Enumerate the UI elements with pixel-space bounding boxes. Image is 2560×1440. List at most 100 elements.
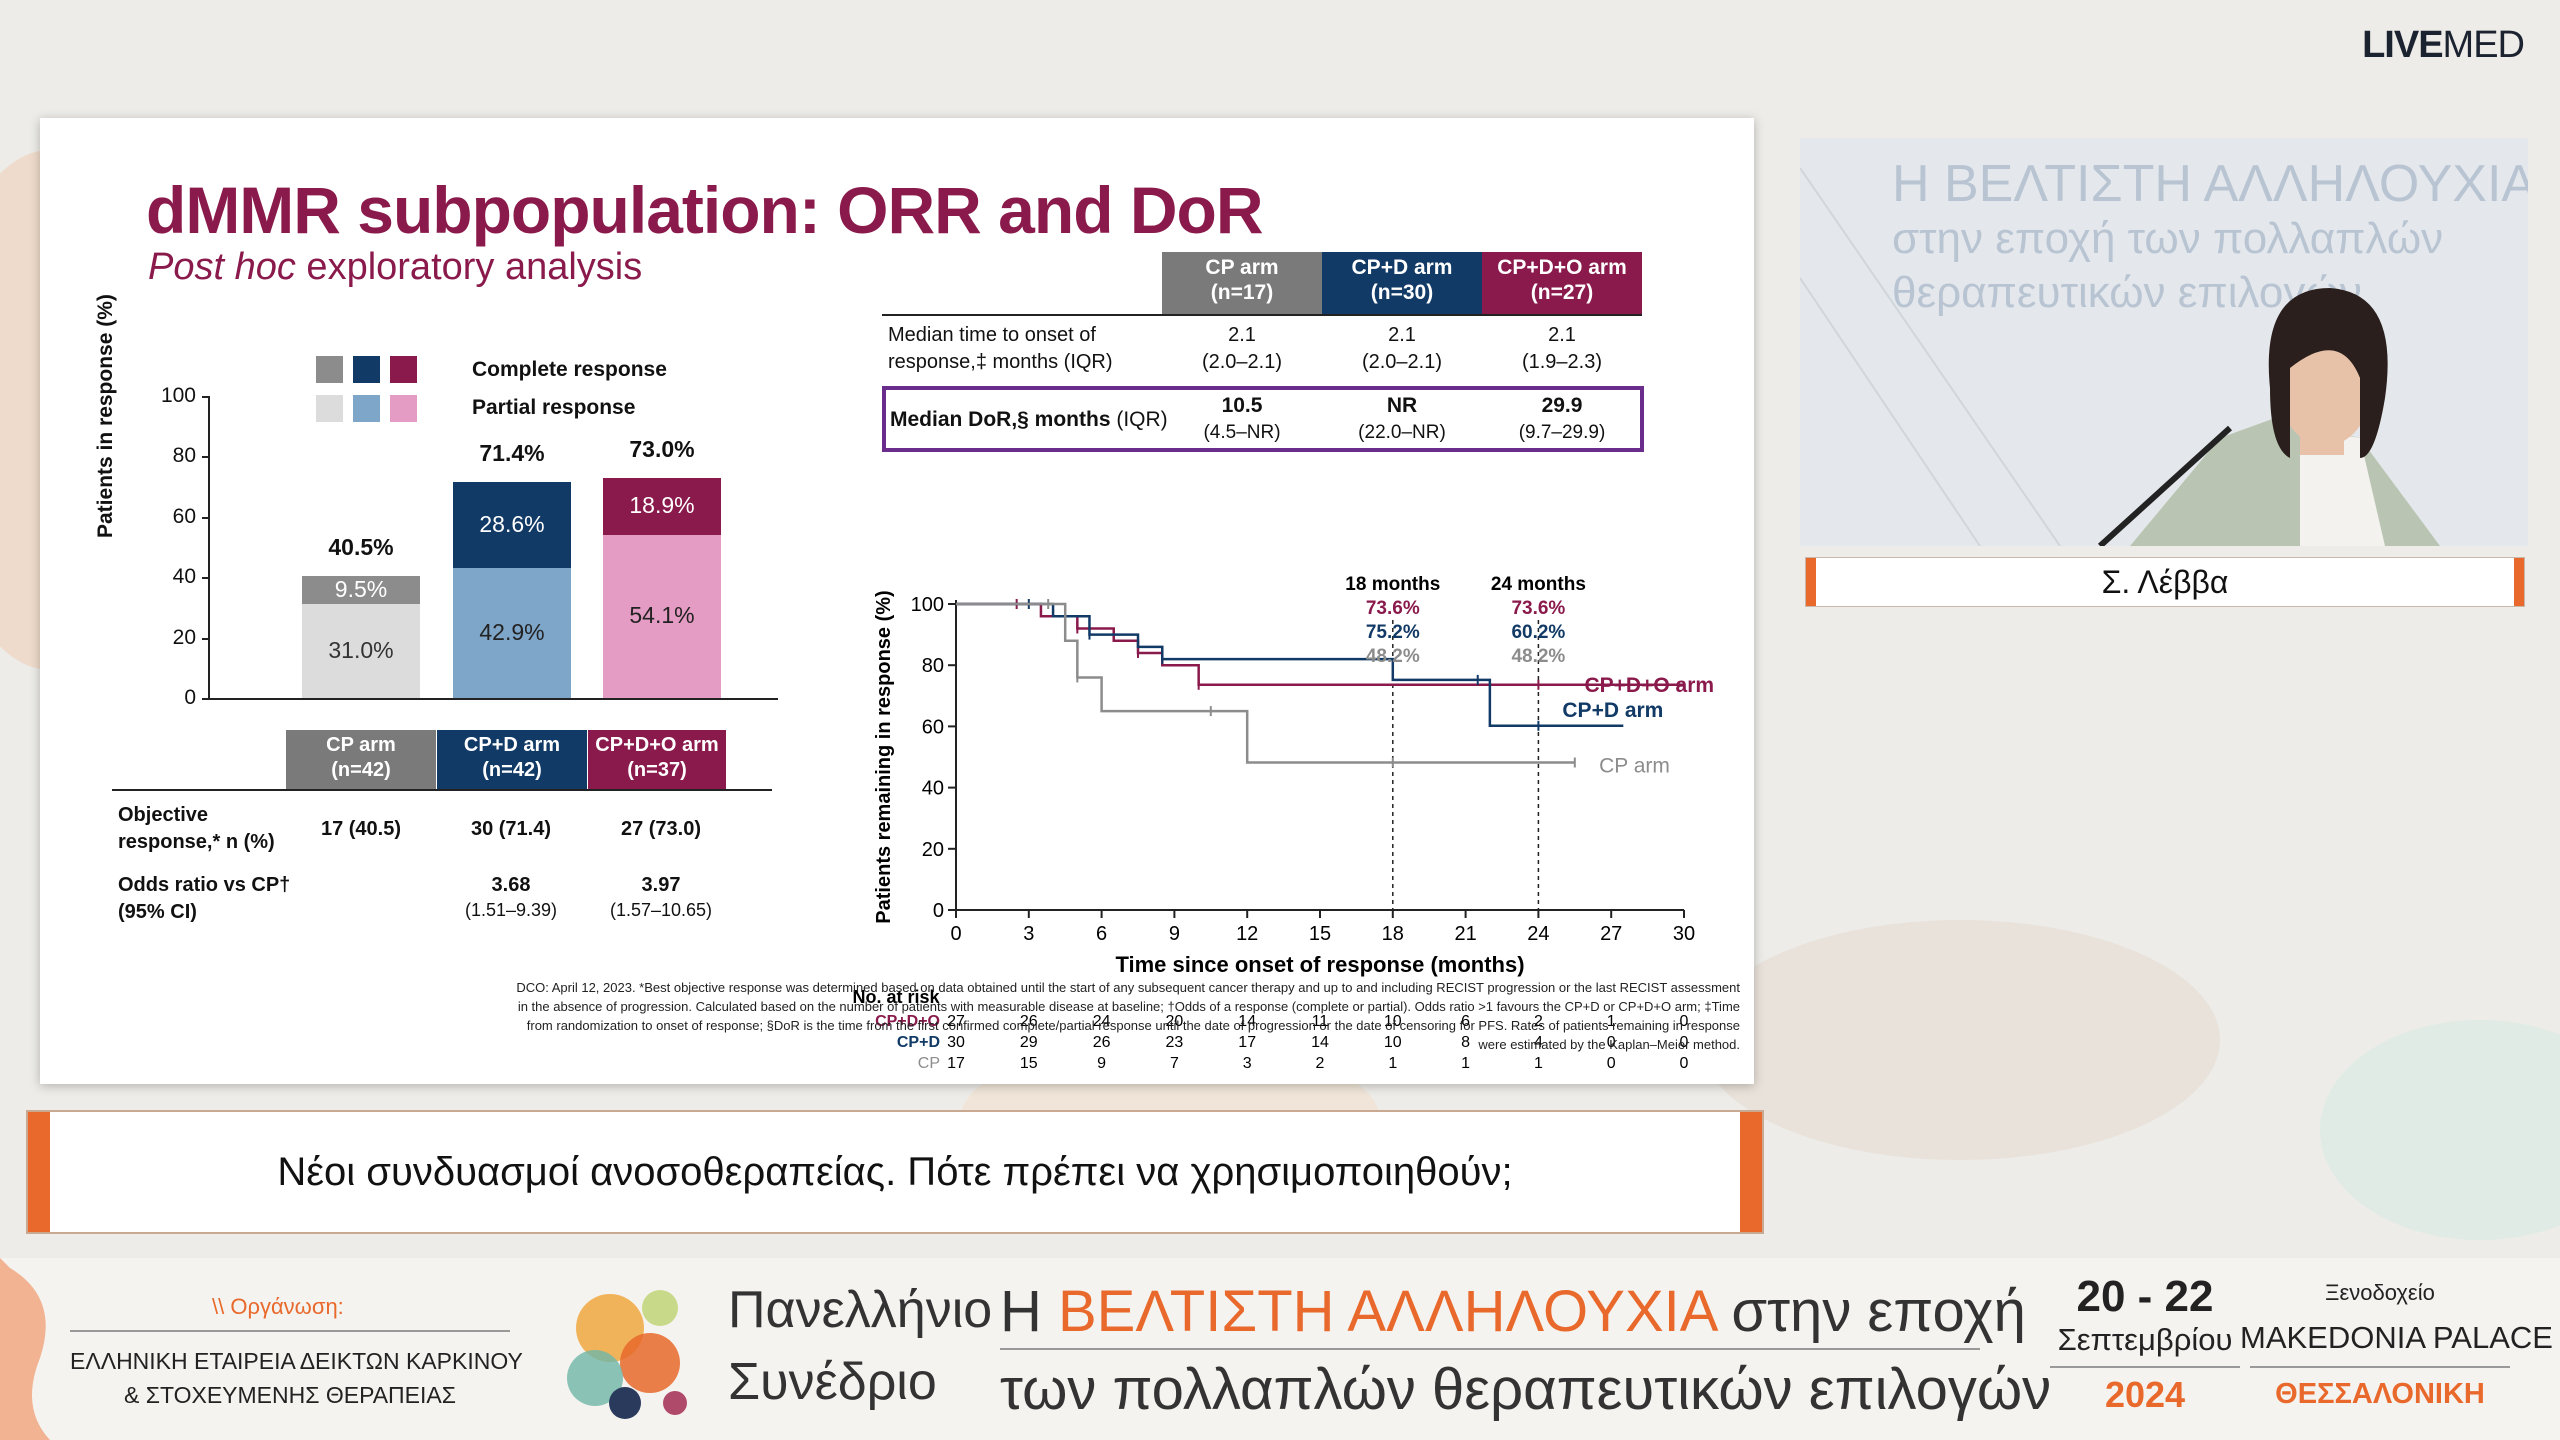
conference-dates: 20 - 22 bbox=[2076, 1272, 2214, 1321]
y-tick-label: 0 bbox=[933, 900, 944, 922]
y-tick-label: 40 bbox=[172, 565, 196, 589]
conference-type: Συνέδριο bbox=[728, 1353, 937, 1411]
at-risk-value: 1 bbox=[1461, 1055, 1470, 1068]
footnote-line: from randomization to onset of response;… bbox=[526, 1018, 1740, 1033]
dor-value: (2.0–2.1) bbox=[1361, 351, 1443, 373]
bar-partial bbox=[603, 534, 721, 698]
at-risk-value: 27 bbox=[947, 1013, 965, 1030]
series-label: CP+D arm bbox=[1562, 699, 1663, 722]
bar-value-label: 9.5% bbox=[334, 576, 388, 603]
session-caption: Νέοι συνδυασμοί ανοσοθεραπείας. Πότε πρέ… bbox=[28, 1112, 1762, 1232]
annotation-title: 18 months bbox=[1345, 574, 1440, 595]
dor-highlight-box bbox=[882, 386, 1644, 452]
dor-row-label: Median DoR,§ months (IQR) bbox=[890, 408, 1168, 432]
legend-label: Partial response bbox=[472, 396, 636, 419]
dor-header-name: CP+D+O arm bbox=[1497, 256, 1627, 279]
at-risk-arm: CP+D bbox=[897, 1034, 940, 1051]
dor-header-n: (n=30) bbox=[1370, 281, 1434, 304]
speaker-figure bbox=[1800, 167, 2440, 546]
km-curve-1 bbox=[956, 602, 1624, 728]
x-tick-label: 30 bbox=[1673, 923, 1695, 945]
at-risk-value: 0 bbox=[1607, 1034, 1616, 1051]
footnote-line: DCO: April 12, 2023. *Best objective res… bbox=[516, 980, 1740, 995]
annotation-value: 73.6% bbox=[1366, 598, 1420, 619]
at-risk-value: 14 bbox=[1238, 1013, 1256, 1030]
bar-complete bbox=[302, 575, 420, 605]
legend-swatch-complete bbox=[353, 356, 380, 383]
arm-header-name: CP arm bbox=[326, 734, 396, 756]
conference-month: Σεπτεμβρίου bbox=[2057, 1322, 2233, 1357]
bar-complete bbox=[453, 482, 571, 569]
bar-complete bbox=[603, 477, 721, 535]
at-risk-value: 17 bbox=[1238, 1034, 1256, 1051]
arm-header-n: (n=37) bbox=[627, 759, 687, 781]
series-label: CP arm bbox=[1599, 754, 1670, 777]
dor-header: CP+D arm (n=30) bbox=[1322, 252, 1482, 314]
conference-footer: \\ Οργάνωση: ΕΛΛΗΝΙΚΗ ΕΤΑΙΡΕΙΑ ΔΕΙΚΤΩΝ Κ… bbox=[0, 1258, 2560, 1440]
legend-label: Complete response bbox=[472, 358, 667, 381]
x-tick-label: 0 bbox=[950, 923, 961, 945]
at-risk-value: 8 bbox=[1461, 1034, 1470, 1051]
bar-value-label: 28.6% bbox=[479, 511, 545, 538]
divider bbox=[2250, 1366, 2510, 1368]
row-value: 3.97 bbox=[641, 874, 681, 896]
at-risk-label: No. at risk bbox=[852, 987, 940, 1007]
backdrop-text: Η ΒΕΛΤΙΣΤΗ ΑΛΛΗΛΟΥΧΙΑ bbox=[1892, 155, 2528, 213]
row-label: (95% CI) bbox=[118, 901, 197, 923]
y-tick-label: 20 bbox=[922, 839, 944, 861]
annotation-value: 73.6% bbox=[1511, 598, 1565, 619]
bar-total-label: 40.5% bbox=[328, 533, 394, 560]
annotation-value: 48.2% bbox=[1511, 646, 1565, 667]
dor-value: 2.1 bbox=[1388, 324, 1416, 346]
y-tick-label: 80 bbox=[172, 444, 196, 468]
divider bbox=[882, 314, 1642, 316]
series-label: CP+D+O arm bbox=[1585, 674, 1715, 697]
row-value: 27 (73.0) bbox=[620, 818, 702, 840]
conference-year: 2024 bbox=[2104, 1374, 2186, 1415]
divider bbox=[1000, 1348, 1980, 1350]
venue-city: ΘΕΣΣΑΛΟΝΙΚΗ bbox=[2275, 1378, 2485, 1410]
at-risk-value: 1 bbox=[1607, 1013, 1616, 1030]
organizer-label: \\ Οργάνωση: bbox=[212, 1294, 344, 1319]
presentation-slide: dMMR subpopulation: ORR and DoR Post hoc… bbox=[40, 118, 1754, 1084]
dor-value: (4.5–NR) bbox=[1203, 422, 1281, 443]
dor-table: CP arm (n=17) CP+D arm (n=30) CP+D+O arm (n=2… bbox=[40, 118, 1754, 518]
annotation-title: 24 months bbox=[1491, 574, 1586, 595]
at-risk-value: 7 bbox=[1170, 1055, 1179, 1068]
x-tick-label: 15 bbox=[1309, 923, 1331, 945]
dor-header-name: CP arm bbox=[1205, 256, 1279, 279]
x-tick-label: 21 bbox=[1454, 923, 1476, 945]
bar-total-label: 71.4% bbox=[479, 440, 545, 467]
x-tick-label: 6 bbox=[1096, 923, 1107, 945]
y-tick bbox=[202, 456, 210, 459]
dor-label-rest: (IQR) bbox=[1110, 408, 1168, 431]
row-subvalue: (1.51–9.39) bbox=[464, 900, 558, 920]
bar-value-label: 31.0% bbox=[328, 637, 394, 664]
x-tick-label: 3 bbox=[1023, 923, 1034, 945]
at-risk-arm: CP+D+O bbox=[875, 1013, 940, 1030]
footnote-line: were estimated by the Kaplan–Meier metho… bbox=[1478, 1037, 1740, 1052]
bar-partial bbox=[302, 604, 420, 698]
arm-header: CP+D+O arm (n=37) bbox=[588, 730, 726, 790]
row-value: 17 (40.5) bbox=[320, 818, 402, 840]
dor-header: CP arm (n=17) bbox=[1162, 252, 1322, 314]
dor-value: (1.9–2.3) bbox=[1521, 351, 1603, 373]
at-risk-value: 30 bbox=[947, 1034, 965, 1051]
bar-value-label: 18.9% bbox=[629, 492, 695, 519]
row-label: Odds ratio vs CP† bbox=[118, 874, 291, 896]
at-risk-value: 0 bbox=[1680, 1055, 1689, 1068]
y-tick-label: 20 bbox=[172, 625, 196, 649]
dor-value: NR bbox=[1386, 394, 1418, 417]
at-risk-value: 1 bbox=[1534, 1055, 1543, 1068]
dor-row-label: response,‡ months (IQR) bbox=[888, 351, 1113, 373]
x-tick-label: 27 bbox=[1600, 923, 1622, 945]
conference-theme: Η ΒΕΛΤΙΣΤΗ ΑΛΛΗΛΟΥΧΙΑ στην εποχή bbox=[1000, 1279, 2026, 1344]
slide-footnote: DCO: April 12, 2023. *Best objective res… bbox=[430, 978, 1740, 1054]
y-tick-label: 100 bbox=[911, 594, 944, 616]
backdrop-text: στην εποχή των πολλαπλών bbox=[1892, 214, 2444, 263]
at-risk-arm: CP bbox=[918, 1055, 940, 1068]
conference-logo-icon bbox=[567, 1290, 687, 1419]
at-risk-value: 17 bbox=[947, 1055, 965, 1068]
at-risk-value: 26 bbox=[1093, 1034, 1111, 1051]
